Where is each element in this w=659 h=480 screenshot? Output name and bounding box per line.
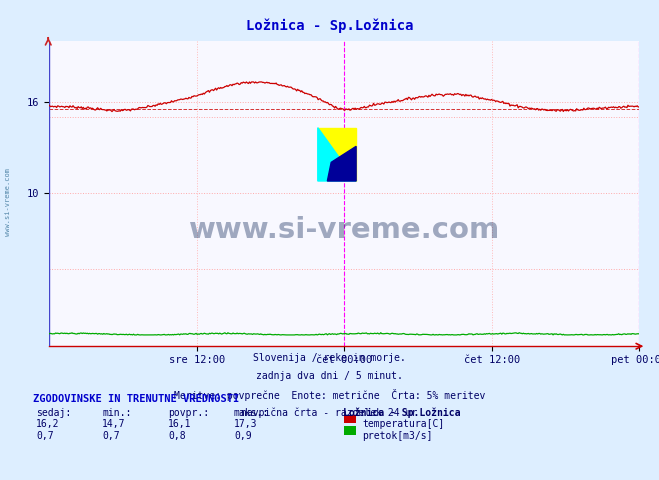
Text: Ložnica - Sp.Ložnica: Ložnica - Sp.Ložnica	[246, 18, 413, 33]
Text: min.:: min.:	[102, 408, 132, 418]
Text: ZGODOVINSKE IN TRENUTNE VREDNOSTI: ZGODOVINSKE IN TRENUTNE VREDNOSTI	[33, 394, 239, 404]
Text: 0,9: 0,9	[234, 431, 252, 441]
Text: 0,8: 0,8	[168, 431, 186, 441]
Text: 0,7: 0,7	[102, 431, 120, 441]
Text: Meritve: povprečne  Enote: metrične  Črta: 5% meritev: Meritve: povprečne Enote: metrične Črta:…	[174, 389, 485, 401]
Text: 16,1: 16,1	[168, 419, 192, 429]
Text: Slovenija / reke in morje.: Slovenija / reke in morje.	[253, 353, 406, 363]
Text: zadnja dva dni / 5 minut.: zadnja dva dni / 5 minut.	[256, 371, 403, 381]
Text: navpična črta - razdelek 24 ur: navpična črta - razdelek 24 ur	[241, 408, 418, 418]
Text: 0,7: 0,7	[36, 431, 54, 441]
Polygon shape	[328, 146, 356, 181]
Text: 17,3: 17,3	[234, 419, 258, 429]
Text: temperatura[C]: temperatura[C]	[362, 419, 445, 429]
Text: www.si-vreme.com: www.si-vreme.com	[5, 168, 11, 236]
Text: pretok[m3/s]: pretok[m3/s]	[362, 431, 433, 441]
Polygon shape	[318, 128, 356, 181]
Text: www.si-vreme.com: www.si-vreme.com	[188, 216, 500, 244]
Polygon shape	[318, 128, 356, 181]
Text: Ložnica - Sp.Ložnica: Ložnica - Sp.Ložnica	[343, 408, 460, 419]
Text: maks.:: maks.:	[234, 408, 269, 418]
Text: 14,7: 14,7	[102, 419, 126, 429]
Text: povpr.:: povpr.:	[168, 408, 209, 418]
Text: 16,2: 16,2	[36, 419, 60, 429]
Text: sedaj:: sedaj:	[36, 408, 71, 418]
